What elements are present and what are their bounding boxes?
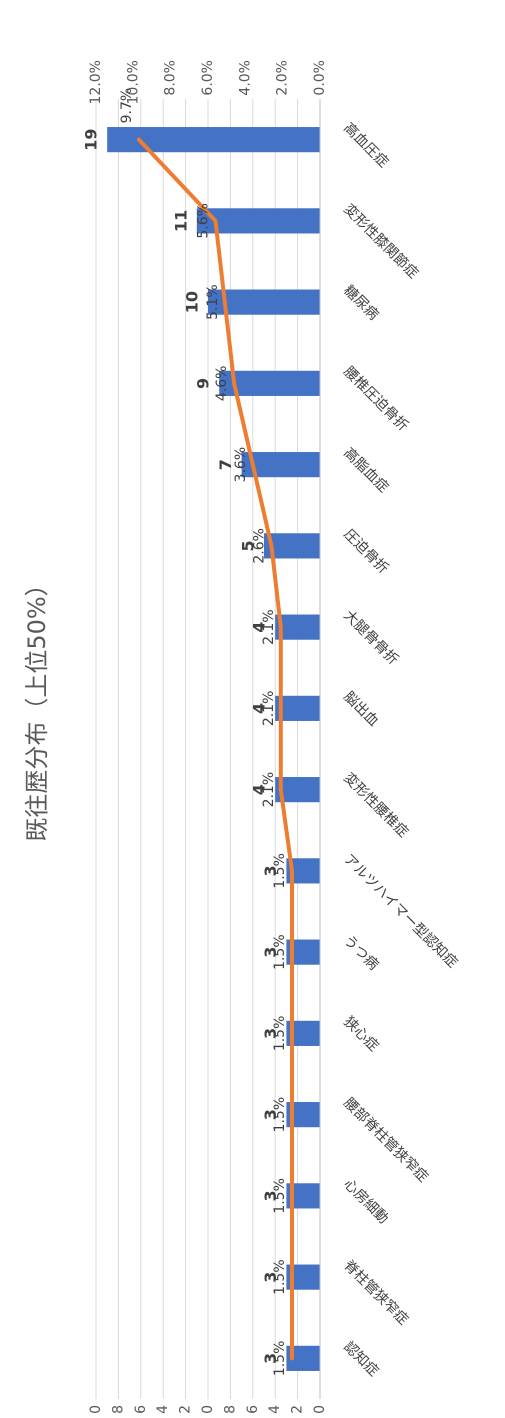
y-left-tick-label: 6 xyxy=(245,1405,261,1414)
y-right-tick-label: 12.0% xyxy=(88,60,104,104)
line-value-label: 5.6% xyxy=(195,203,211,239)
category-label: 変形性腰椎症 xyxy=(340,769,411,840)
category-label: 腰部脊柱管狭窄症 xyxy=(340,1094,431,1185)
y-left-tick-label: 8 xyxy=(222,1405,238,1414)
line-value-label: 1.5% xyxy=(272,1341,288,1377)
y-right-tick-label: 6.0% xyxy=(200,60,216,96)
y-right-tick-label: 8.0% xyxy=(163,60,179,96)
category-label: 脊柱管狭窄症 xyxy=(340,1257,411,1328)
line-value-label: 4.6% xyxy=(214,366,230,402)
line-value-label: 2.6% xyxy=(251,528,267,564)
y-right-tick-label: 4.0% xyxy=(237,60,253,96)
line-value-label: 1.5% xyxy=(272,853,288,889)
category-label: 心房細動 xyxy=(340,1176,391,1227)
bar-value-label: 19 xyxy=(82,128,101,150)
y-left-tick-label: 14 xyxy=(155,1405,171,1414)
bar-value-label: 11 xyxy=(171,210,190,232)
y-left-tick-label: 20 xyxy=(88,1405,104,1414)
category-label: 狭心症 xyxy=(340,1014,381,1055)
category-label: 高脂血症 xyxy=(340,444,392,496)
category-label: 圧迫骨折 xyxy=(340,526,391,577)
line-value-label: 2.1% xyxy=(261,772,277,808)
y-left-tick-label: 16 xyxy=(133,1405,149,1414)
category-label: 腰椎圧迫骨折 xyxy=(340,364,411,435)
line-value-label: 1.5% xyxy=(272,934,288,970)
bar-value-label: 9 xyxy=(194,378,213,389)
category-label: 認知症 xyxy=(340,1338,382,1380)
y-right-tick-label: 2.0% xyxy=(275,60,291,96)
line-value-label: 1.5% xyxy=(272,1178,288,1214)
category-label: 糖尿病 xyxy=(340,282,381,323)
y-left-tick-label: 2 xyxy=(290,1405,306,1414)
y-left-tick-label: 18 xyxy=(110,1405,126,1414)
category-label: 脳出血 xyxy=(340,689,381,730)
y-right-tick-label: 10.0% xyxy=(125,60,141,104)
line-value-label: 1.5% xyxy=(272,1016,288,1052)
y-left-tick-label: 12 xyxy=(178,1405,194,1414)
line-value-label: 2.1% xyxy=(261,691,277,727)
y-right-tick-label: 0.0% xyxy=(312,60,328,96)
data-labels: 19111097544433333339.7%5.6%5.1%4.6%3.6%2… xyxy=(82,88,288,1376)
y-left-tick-label: 10 xyxy=(200,1405,216,1414)
line-value-label: 2.1% xyxy=(261,609,277,645)
chart-title: 既往歴分布（上位50%） xyxy=(23,572,51,841)
line-value-label: 3.6% xyxy=(233,447,249,483)
category-label: 変形性膝関節症 xyxy=(340,201,421,282)
category-label: 高血圧症 xyxy=(340,119,392,171)
line-series xyxy=(139,140,292,1359)
y-left-tick-label: 4 xyxy=(267,1405,283,1414)
line-value-label: 1.5% xyxy=(272,1259,288,1295)
line-value-label: 1.5% xyxy=(272,1097,288,1133)
line-value-label: 5.1% xyxy=(205,284,221,320)
bar-value-label: 10 xyxy=(183,291,202,313)
cumulative-line xyxy=(139,140,292,1359)
y-left-tick-label: 0 xyxy=(312,1405,328,1414)
category-label: 大腿骨骨折 xyxy=(340,607,401,668)
category-label: うつ病 xyxy=(340,932,381,973)
